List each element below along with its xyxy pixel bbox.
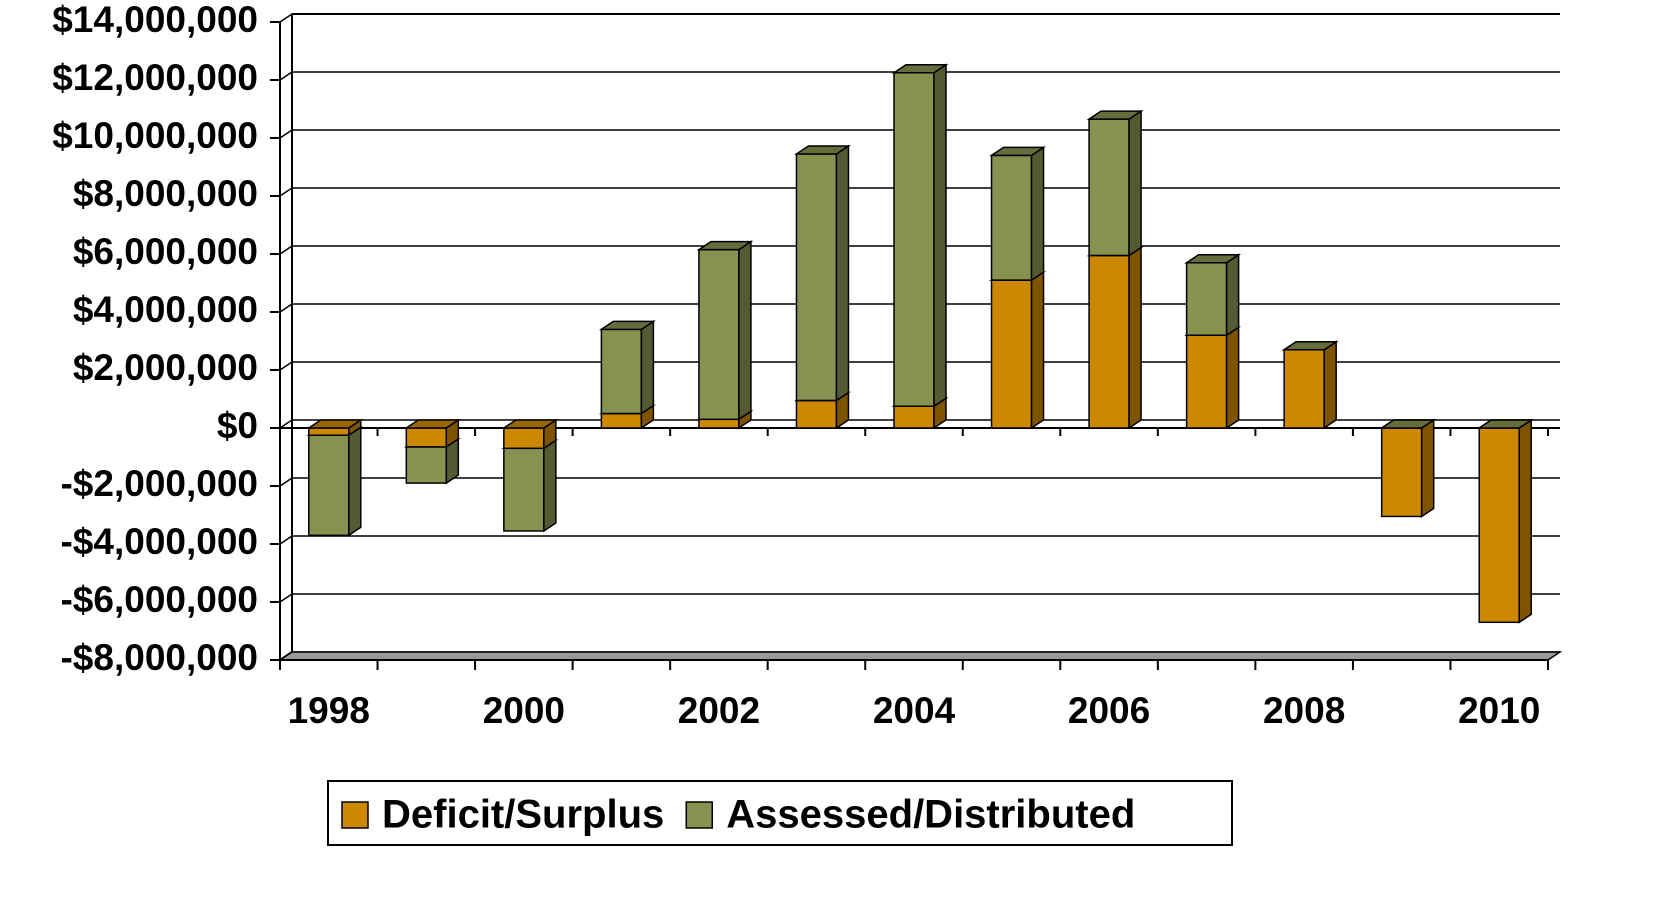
bar-segment bbox=[1379, 419, 1437, 429]
y-tick-label: -$4,000,000 bbox=[60, 521, 258, 562]
y-tick-label: $2,000,000 bbox=[73, 347, 258, 388]
bar-segment bbox=[989, 145, 1047, 282]
y-tick-label: $6,000,000 bbox=[73, 231, 258, 272]
x-tick-label: 2008 bbox=[1263, 690, 1345, 731]
bar-segment bbox=[501, 438, 559, 533]
bar-segment bbox=[403, 418, 461, 449]
bar-segment bbox=[1281, 340, 1339, 351]
y-tick-label: -$6,000,000 bbox=[60, 579, 258, 620]
bar-segment bbox=[793, 144, 851, 402]
y-tick-label: $10,000,000 bbox=[52, 115, 258, 156]
y-tick-label: $0 bbox=[217, 405, 258, 446]
grid-line bbox=[279, 535, 1560, 545]
grid-line bbox=[279, 71, 1560, 81]
bar-segment bbox=[1086, 109, 1144, 257]
legend-label: Deficit/Surplus bbox=[382, 793, 664, 837]
bar-segment bbox=[306, 418, 364, 437]
bar-segment bbox=[501, 418, 559, 450]
x-tick-label: 2006 bbox=[1068, 690, 1150, 731]
legend-box bbox=[327, 780, 1233, 846]
bar-segment bbox=[306, 425, 364, 537]
bar-segment bbox=[1184, 325, 1242, 430]
bar-segment bbox=[1184, 253, 1242, 337]
legend-swatch bbox=[341, 801, 369, 829]
bar-segment bbox=[1476, 419, 1534, 429]
bar-segment bbox=[598, 319, 656, 415]
y-tick-label: $12,000,000 bbox=[52, 57, 258, 98]
bar-segment bbox=[696, 240, 754, 421]
grid-line bbox=[279, 593, 1560, 603]
x-tick-label: 2004 bbox=[873, 690, 956, 731]
grid-line bbox=[279, 477, 1560, 487]
y-tick-label: $8,000,000 bbox=[73, 173, 258, 214]
y-tick-label: $4,000,000 bbox=[73, 289, 258, 330]
legend-label: Assessed/Distributed bbox=[726, 793, 1135, 837]
y-tick-label: -$8,000,000 bbox=[60, 637, 258, 678]
bar-segment bbox=[1476, 418, 1534, 624]
grid-line bbox=[279, 13, 1560, 23]
y-tick-label: -$2,000,000 bbox=[60, 463, 258, 504]
x-tick-label: 2002 bbox=[678, 690, 760, 731]
bar-segment bbox=[1281, 340, 1339, 430]
y-tick-label: $14,000,000 bbox=[52, 0, 258, 40]
bar-segment bbox=[1086, 246, 1144, 430]
bar-segment bbox=[891, 63, 949, 408]
floor bbox=[277, 651, 1563, 661]
legend-swatch bbox=[685, 801, 714, 829]
x-tick-label: 1998 bbox=[288, 690, 370, 731]
x-tick-label: 2010 bbox=[1458, 690, 1540, 731]
bar-segment bbox=[1379, 418, 1437, 518]
bar-segment bbox=[989, 270, 1047, 430]
legend: Deficit/Surplus Assessed/Distributed bbox=[327, 780, 1233, 846]
x-tick-label: 2000 bbox=[483, 690, 565, 731]
